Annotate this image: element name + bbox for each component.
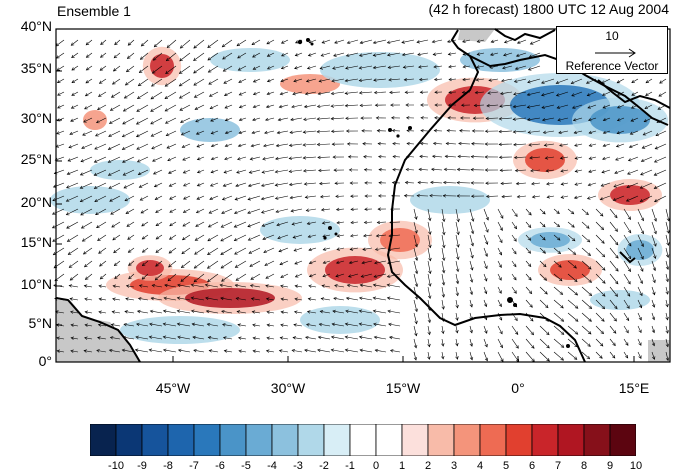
colorbar-label: -5	[241, 460, 251, 472]
colorbar-label: 8	[581, 460, 587, 472]
colorbar-label: -10	[108, 460, 124, 472]
colorbar-label: -9	[137, 460, 147, 472]
colorbar-label: -3	[293, 460, 303, 472]
lat-label: 5°N	[0, 315, 52, 331]
lat-label: 10°N	[0, 276, 52, 292]
colorbar-cell	[220, 424, 246, 456]
colorbar	[90, 424, 636, 456]
lon-label: 45°W	[156, 380, 190, 396]
lon-label: 15°E	[619, 380, 650, 396]
reference-vector-magnitude: 10	[557, 29, 667, 43]
colorbar-cell	[480, 424, 506, 456]
colorbar-cell	[324, 424, 350, 456]
colorbar-cell	[168, 424, 194, 456]
colorbar-label: -2	[319, 460, 329, 472]
colorbar-label: 6	[529, 460, 535, 472]
colorbar-cell	[298, 424, 324, 456]
colorbar-cell	[116, 424, 142, 456]
colorbar-label: -7	[189, 460, 199, 472]
colorbar-cell	[376, 424, 402, 456]
colorbar-cell	[506, 424, 532, 456]
colorbar-cell	[454, 424, 480, 456]
lat-label: 25°N	[0, 151, 52, 167]
colorbar-label: 0	[373, 460, 379, 472]
colorbar-label: -8	[163, 460, 173, 472]
colorbar-label: 1	[399, 460, 405, 472]
colorbar-cell	[142, 424, 168, 456]
lon-label: 30°W	[271, 380, 305, 396]
colorbar-cell	[402, 424, 428, 456]
lat-label: 20°N	[0, 194, 52, 210]
colorbar-label: 9	[607, 460, 613, 472]
lat-label: 30°N	[0, 110, 52, 126]
reference-vector-legend: 10 Reference Vector	[556, 26, 668, 74]
colorbar-cell	[428, 424, 454, 456]
lat-label: 40°N	[0, 18, 52, 34]
colorbar-label: 5	[503, 460, 509, 472]
lon-label: 15°W	[386, 380, 420, 396]
colorbar-label: 10	[630, 460, 642, 472]
colorbar-cell	[350, 424, 376, 456]
colorbar-cell	[272, 424, 298, 456]
colorbar-label: 3	[451, 460, 457, 472]
colorbar-label: 7	[555, 460, 561, 472]
colorbar-cell	[532, 424, 558, 456]
colorbar-cell	[90, 424, 116, 456]
colorbar-label: -1	[345, 460, 355, 472]
colorbar-cell	[610, 424, 636, 456]
colorbar-label: 2	[425, 460, 431, 472]
lon-label: 0°	[511, 380, 524, 396]
colorbar-cell	[584, 424, 610, 456]
lat-label: 15°N	[0, 234, 52, 250]
colorbar-cell	[558, 424, 584, 456]
reference-vector-label: Reference Vector	[557, 59, 667, 73]
colorbar-cell	[194, 424, 220, 456]
colorbar-cell	[246, 424, 272, 456]
lat-label: 0°	[0, 353, 52, 369]
colorbar-label: -6	[215, 460, 225, 472]
colorbar-label: 4	[477, 460, 483, 472]
lat-label: 35°N	[0, 60, 52, 76]
colorbar-label: -4	[267, 460, 277, 472]
